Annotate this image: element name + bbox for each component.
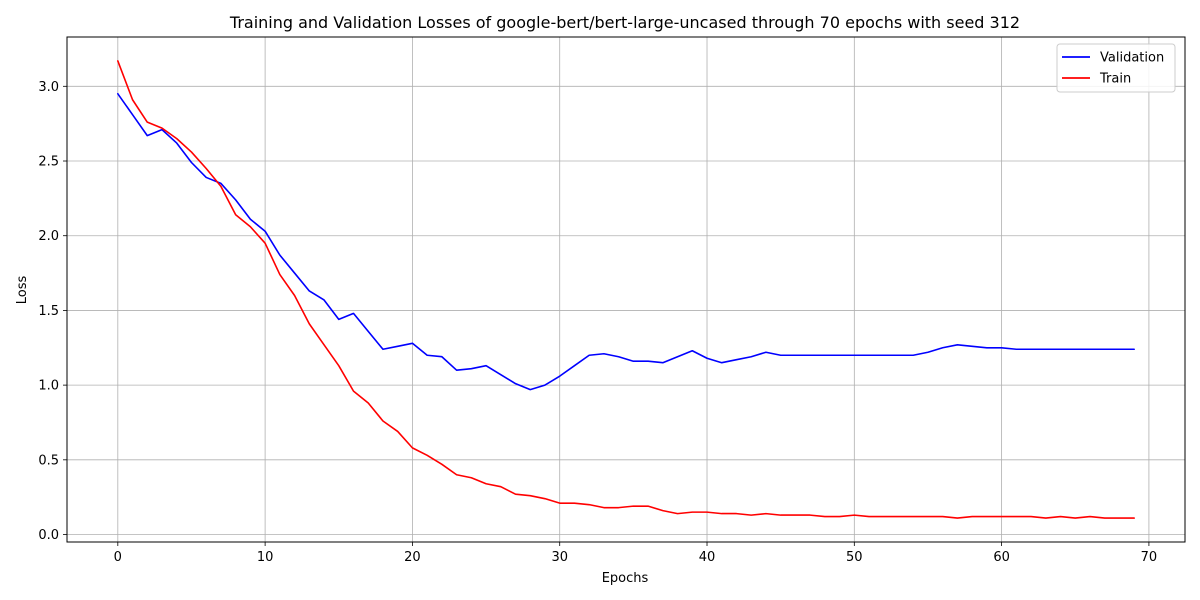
legend: Validation Train <box>1056 43 1176 93</box>
y-tick-label: 0.5 <box>38 453 59 468</box>
y-axis-title: Loss <box>15 276 30 305</box>
y-tick-label: 1.5 <box>38 304 59 319</box>
y-tick-label: 2.0 <box>38 229 59 244</box>
chart-title: Training and Validation Losses of google… <box>229 13 1020 32</box>
x-tick-label: 70 <box>1141 550 1158 565</box>
y-tick-label: 3.0 <box>38 80 59 95</box>
x-tick-label: 50 <box>846 550 863 565</box>
x-axis-ticks: 0 10 20 30 40 50 60 70 <box>114 542 1158 565</box>
grid <box>67 37 1185 542</box>
x-axis-title: Epochs <box>602 571 649 586</box>
x-tick-label: 10 <box>257 550 274 565</box>
y-tick-label: 2.5 <box>38 155 59 170</box>
x-tick-label: 60 <box>993 550 1010 565</box>
series-line-validation <box>117 92 1135 391</box>
series-lines <box>117 60 1135 519</box>
x-tick-label: 30 <box>551 550 568 565</box>
series-line-train <box>117 60 1135 519</box>
legend-label-validation: Validation <box>1100 51 1164 66</box>
x-tick-label: 20 <box>404 550 421 565</box>
y-tick-label: 0.0 <box>38 528 59 543</box>
y-tick-label: 1.0 <box>38 379 59 394</box>
legend-box <box>1056 43 1176 93</box>
x-tick-label: 0 <box>114 550 122 565</box>
y-axis-ticks: 0.0 0.5 1.0 1.5 2.0 2.5 3.0 <box>38 80 67 543</box>
plot-frame <box>66 36 1186 543</box>
legend-label-train: Train <box>1099 72 1131 87</box>
x-tick-label: 40 <box>699 550 716 565</box>
